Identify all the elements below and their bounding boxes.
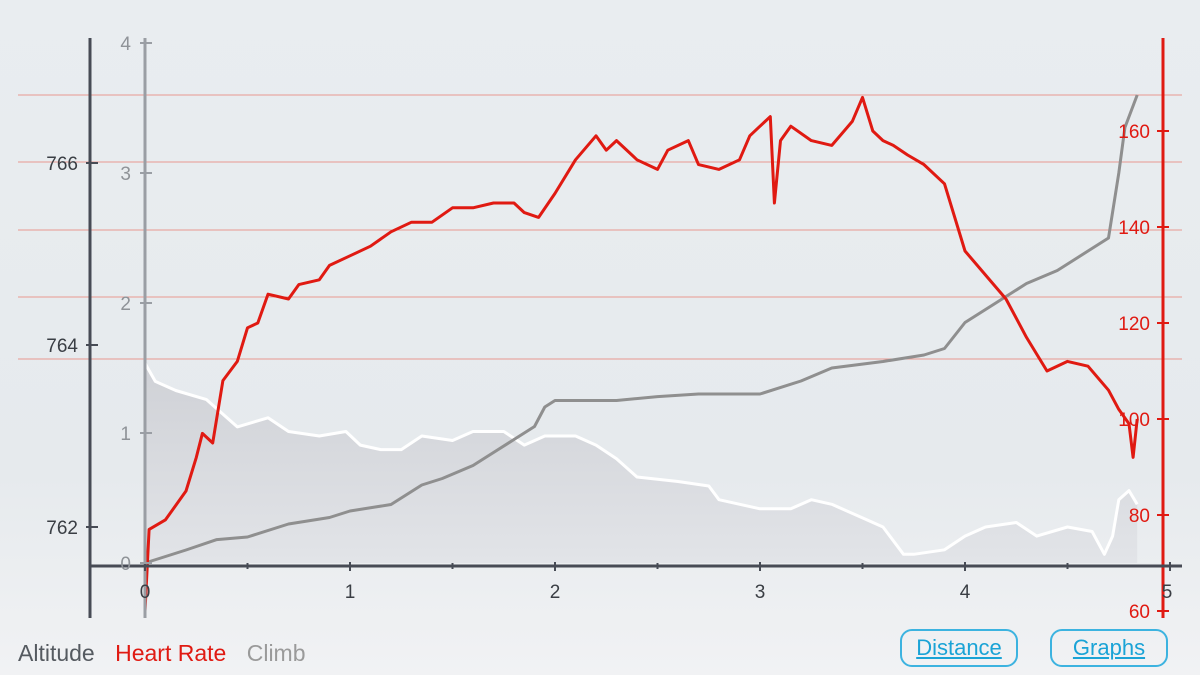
climb-tick-label-1: 1 xyxy=(120,424,131,445)
heart-rate-tick-label-80: 80 xyxy=(1129,506,1150,527)
legend-altitude: Altitude xyxy=(18,640,95,666)
altitude-area-layer xyxy=(145,363,1138,563)
heart-rate-tick-label-140: 140 xyxy=(1118,218,1150,239)
climb-tick-label-4: 4 xyxy=(120,34,131,55)
altitude-series-line xyxy=(143,362,1139,556)
x-tick-label-0: 0 xyxy=(140,582,151,603)
distance-button[interactable]: Distance xyxy=(900,629,1018,667)
altitude-tick-label-764: 764 xyxy=(46,336,78,357)
heart-rate-tick-label-60: 60 xyxy=(1129,602,1150,623)
legend-climb: Climb xyxy=(246,640,306,666)
x-tick-label-4: 4 xyxy=(960,582,971,603)
x-tick-label-5: 5 xyxy=(1162,582,1173,603)
grid-layer xyxy=(18,94,1182,360)
x-tick-label-3: 3 xyxy=(755,582,766,603)
graphs-button[interactable]: Graphs xyxy=(1050,629,1168,667)
legend: Altitude Heart Rate Climb xyxy=(18,640,320,667)
altitude-tick-label-766: 766 xyxy=(46,154,78,175)
legend-heart-rate: Heart Rate xyxy=(115,640,227,666)
climb-tick-label-3: 3 xyxy=(120,164,131,185)
x-tick-label-1: 1 xyxy=(345,582,356,603)
altitude-area xyxy=(145,363,1138,563)
climb-tick-label-2: 2 xyxy=(120,294,131,315)
heart-rate-tick-label-120: 120 xyxy=(1118,314,1150,335)
heart-rate-tick-label-160: 160 xyxy=(1118,122,1150,143)
series-layer xyxy=(143,94,1139,612)
axis-layer: 0 1 2 3 4 5 762 764 766 0 1 2 3 4 60 80 100 120 140 160 xyxy=(46,34,1182,623)
climb-tick-label-0: 0 xyxy=(120,554,131,575)
heart-rate-series-line xyxy=(143,95,1139,612)
climb-series-line xyxy=(144,94,1139,565)
altitude-tick-label-762: 762 xyxy=(46,518,78,539)
x-tick-label-2: 2 xyxy=(550,582,561,603)
heart-rate-tick-label-100: 100 xyxy=(1118,410,1150,431)
